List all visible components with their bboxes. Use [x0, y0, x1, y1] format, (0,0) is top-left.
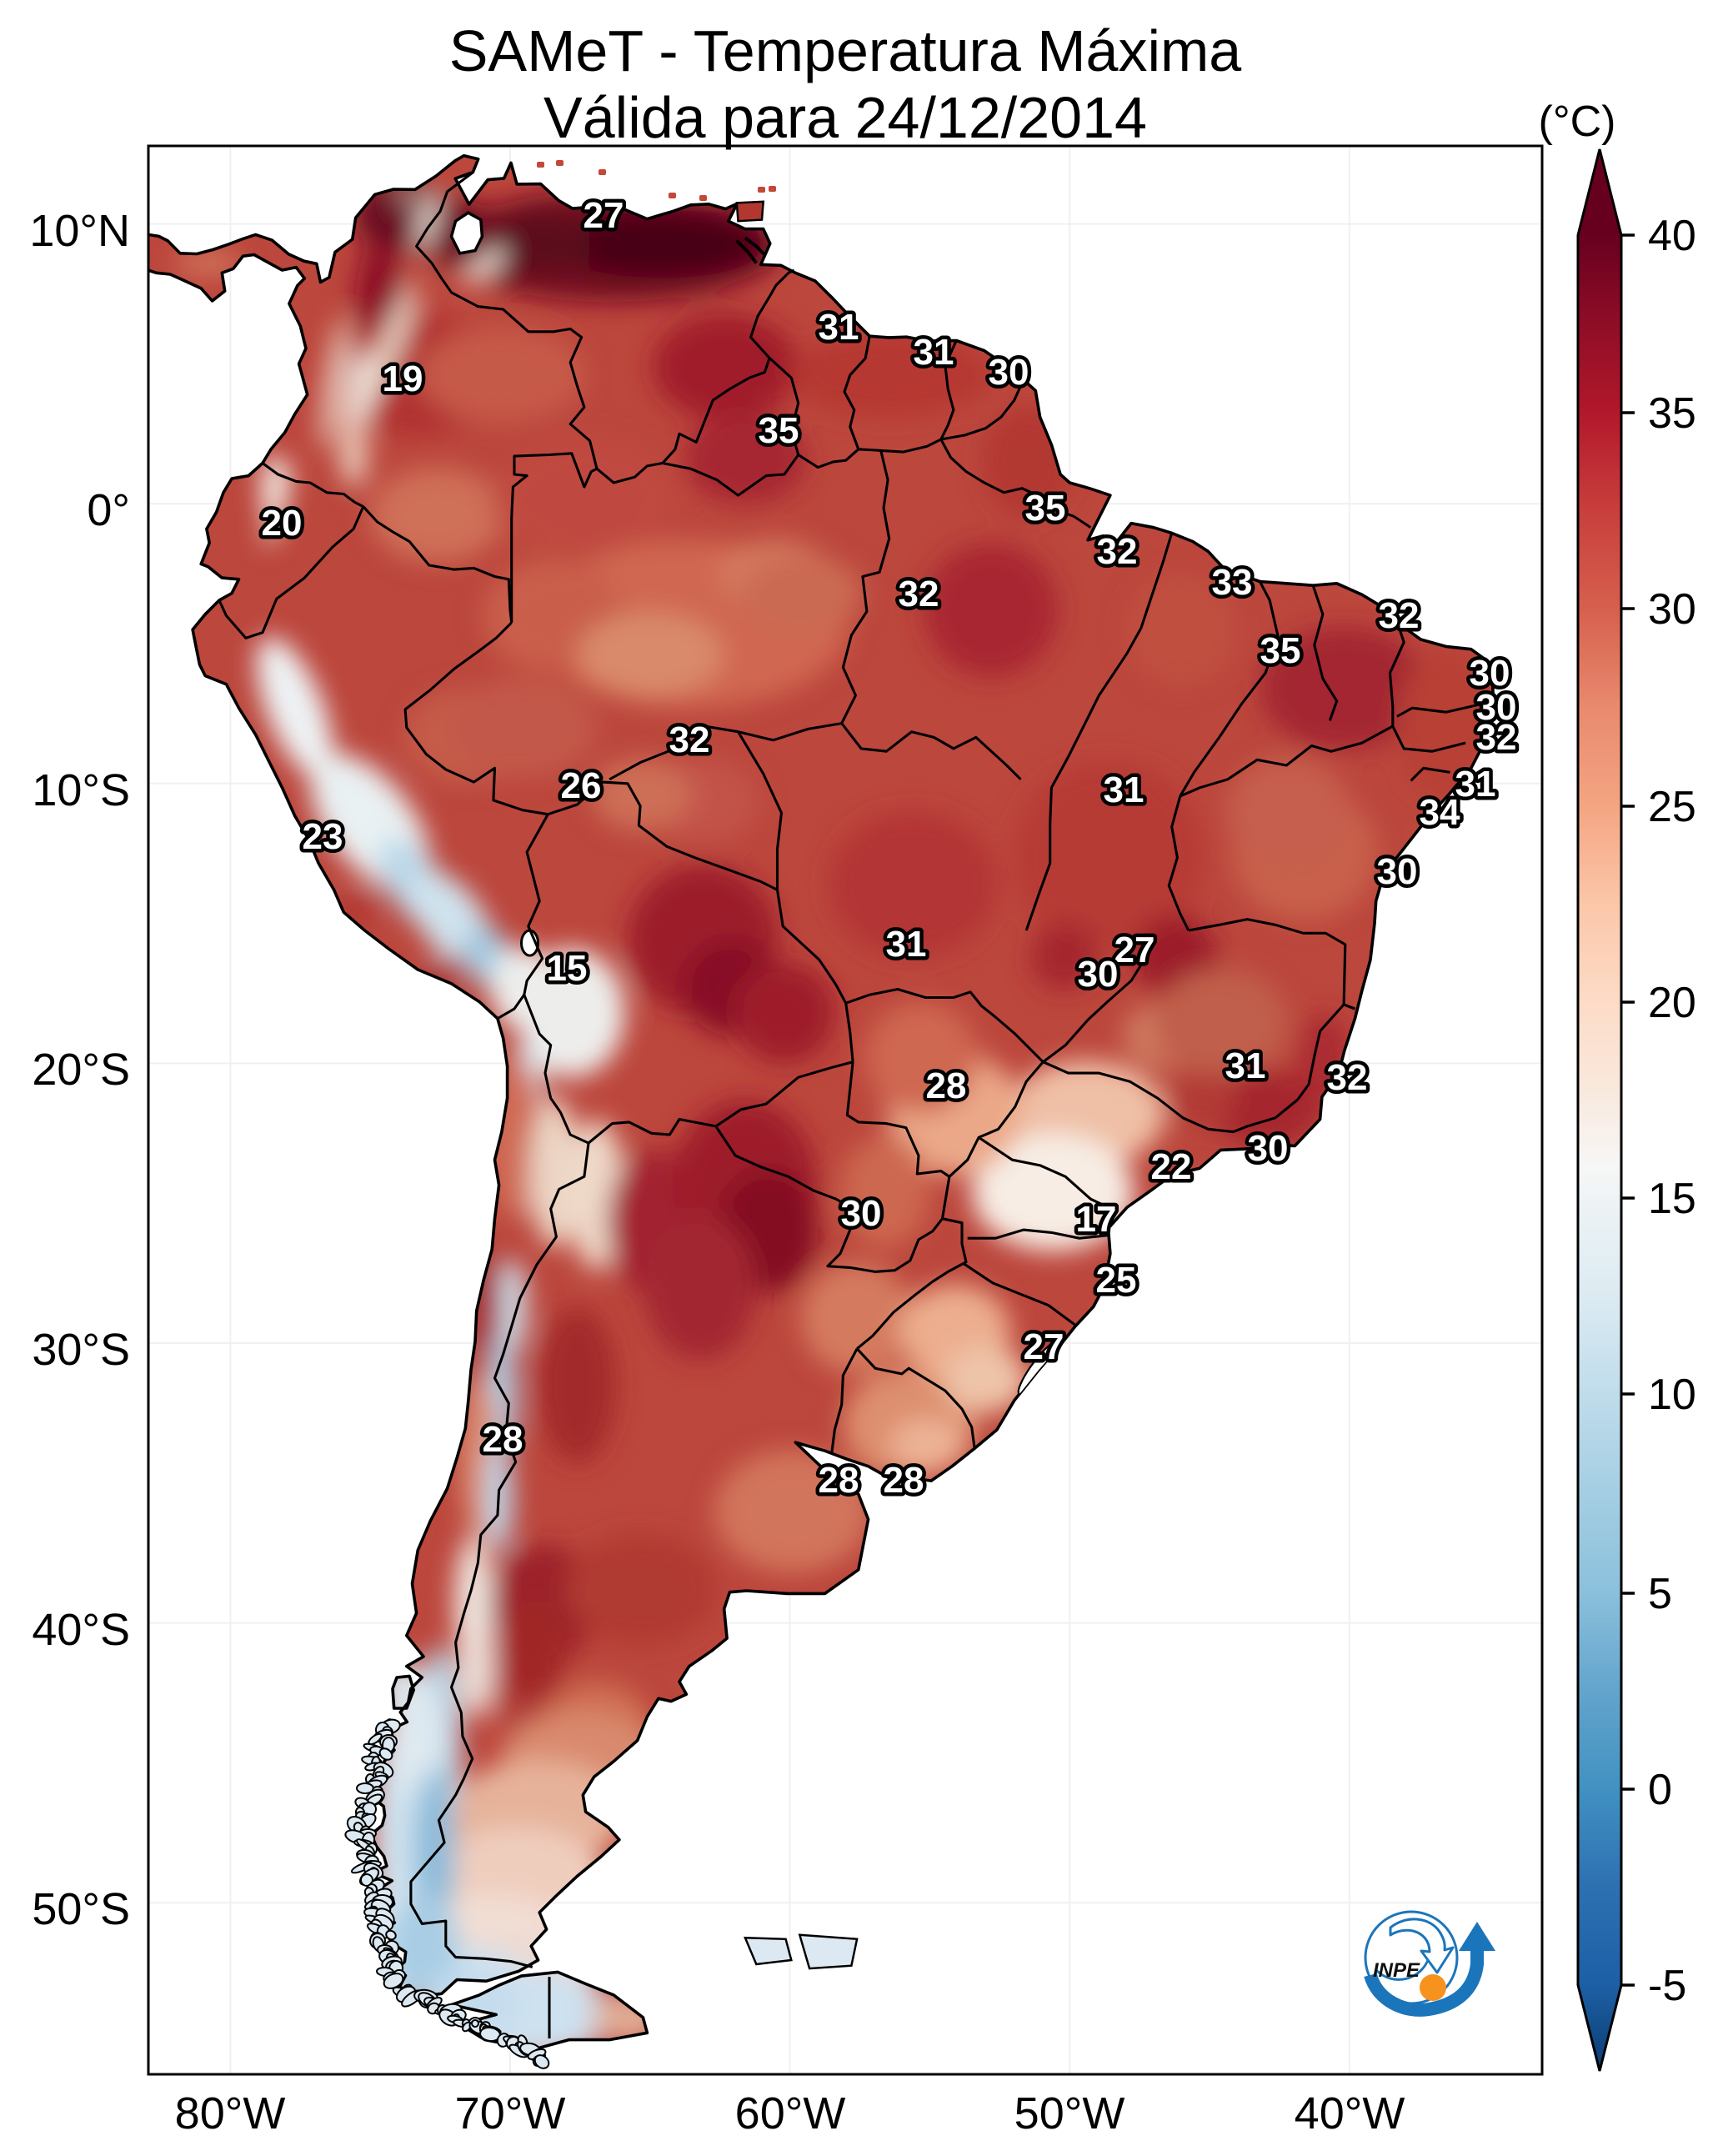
- svg-text:27: 27: [1024, 1326, 1064, 1367]
- svg-text:34: 34: [1420, 792, 1460, 833]
- svg-text:31: 31: [819, 307, 859, 348]
- svg-text:15: 15: [1648, 1175, 1696, 1223]
- svg-text:50°W: 50°W: [1014, 2088, 1125, 2138]
- svg-text:17: 17: [1076, 1199, 1117, 1240]
- svg-text:25: 25: [1096, 1260, 1137, 1301]
- svg-text:28: 28: [483, 1419, 523, 1460]
- svg-text:80°W: 80°W: [175, 2088, 286, 2138]
- svg-text:35: 35: [1648, 389, 1696, 438]
- svg-text:30: 30: [1078, 954, 1119, 995]
- svg-text:30: 30: [1470, 653, 1510, 694]
- svg-text:31: 31: [1455, 764, 1496, 805]
- svg-text:22: 22: [1151, 1146, 1192, 1187]
- svg-text:35: 35: [759, 410, 799, 451]
- svg-text:19: 19: [383, 358, 423, 399]
- svg-text:32: 32: [1379, 595, 1420, 636]
- svg-text:28: 28: [819, 1460, 859, 1501]
- svg-text:32: 32: [669, 720, 710, 760]
- svg-text:5: 5: [1648, 1570, 1672, 1618]
- svg-text:20°S: 20°S: [32, 1045, 130, 1095]
- svg-text:32: 32: [1327, 1057, 1368, 1098]
- svg-text:33: 33: [1212, 562, 1253, 603]
- svg-text:35: 35: [1025, 488, 1066, 529]
- svg-text:(°C): (°C): [1539, 98, 1616, 146]
- svg-text:27: 27: [584, 195, 624, 236]
- svg-text:28: 28: [884, 1460, 924, 1501]
- svg-text:30: 30: [1476, 687, 1517, 728]
- svg-text:60°W: 60°W: [735, 2088, 846, 2138]
- svg-text:40: 40: [1648, 212, 1696, 260]
- svg-text:10°N: 10°N: [29, 206, 130, 256]
- svg-text:0°: 0°: [87, 485, 130, 535]
- svg-text:31: 31: [1104, 770, 1144, 810]
- svg-text:40°S: 40°S: [32, 1605, 130, 1655]
- svg-text:Válida para 24/12/2014: Válida para 24/12/2014: [543, 85, 1147, 150]
- svg-text:40°W: 40°W: [1295, 2088, 1405, 2138]
- svg-text:25: 25: [1648, 783, 1696, 831]
- svg-text:INPE: INPE: [1373, 1959, 1420, 1982]
- svg-text:28: 28: [926, 1065, 967, 1106]
- svg-text:10°S: 10°S: [32, 765, 130, 815]
- svg-text:27: 27: [1114, 930, 1155, 970]
- svg-text:30: 30: [1248, 1128, 1289, 1169]
- svg-text:30: 30: [989, 352, 1029, 393]
- svg-text:32: 32: [899, 574, 939, 614]
- svg-text:20: 20: [1648, 979, 1696, 1027]
- svg-text:30°S: 30°S: [32, 1325, 130, 1375]
- svg-text:SAMeT - Temperatura Máxima: SAMeT - Temperatura Máxima: [449, 18, 1242, 83]
- svg-text:-5: -5: [1648, 1962, 1686, 2010]
- svg-text:20: 20: [262, 503, 303, 544]
- svg-text:50°S: 50°S: [32, 1884, 130, 1934]
- svg-text:30: 30: [1377, 851, 1418, 892]
- svg-text:70°W: 70°W: [455, 2088, 566, 2138]
- svg-text:31: 31: [886, 924, 927, 965]
- svg-text:31: 31: [914, 332, 954, 373]
- svg-text:32: 32: [1097, 531, 1138, 572]
- svg-text:31: 31: [1225, 1045, 1266, 1086]
- svg-text:30: 30: [1648, 585, 1696, 634]
- svg-text:10: 10: [1648, 1371, 1696, 1419]
- svg-text:0: 0: [1648, 1766, 1672, 1814]
- svg-text:30: 30: [841, 1193, 882, 1234]
- svg-text:35: 35: [1260, 630, 1301, 671]
- svg-text:26: 26: [561, 765, 602, 806]
- svg-text:15: 15: [547, 948, 588, 989]
- svg-text:23: 23: [303, 816, 343, 857]
- svg-text:32: 32: [1476, 717, 1517, 758]
